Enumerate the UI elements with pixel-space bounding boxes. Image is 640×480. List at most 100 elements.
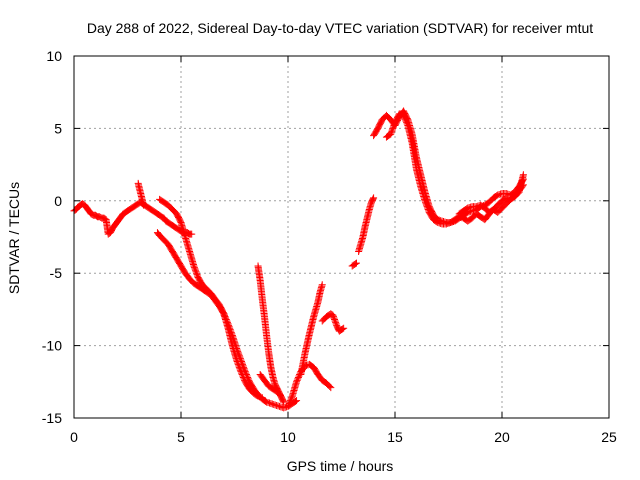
data-point — [242, 371, 250, 379]
x-tick-label: 10 — [280, 429, 296, 445]
data-point — [291, 397, 299, 405]
data-point — [223, 318, 231, 326]
data-point — [188, 230, 196, 238]
data-point — [237, 356, 245, 364]
data-point — [239, 362, 247, 370]
data-point — [190, 262, 198, 270]
grid-lines — [74, 56, 609, 418]
data-point — [400, 113, 408, 121]
data-point — [236, 355, 244, 363]
y-tick-label: 5 — [54, 120, 62, 136]
x-axis-label: GPS time / hours — [287, 458, 394, 474]
data-point — [400, 111, 408, 119]
series-segment-d — [153, 229, 301, 412]
data-point — [389, 124, 397, 132]
data-point — [422, 200, 430, 208]
data-point — [240, 365, 248, 373]
data-point — [332, 318, 340, 326]
y-tick-label: 0 — [54, 193, 62, 209]
data-point — [519, 171, 527, 179]
data-point — [288, 394, 296, 402]
tick-marks — [73, 55, 610, 419]
data-point — [389, 123, 397, 131]
data-point — [243, 372, 251, 380]
series-segment-i — [318, 310, 348, 335]
data-point — [244, 373, 252, 381]
data-point — [234, 347, 242, 355]
data-point — [235, 352, 243, 360]
y-axis-label: SDTVAR / TECUs — [6, 182, 22, 294]
x-tick-label: 20 — [494, 429, 510, 445]
data-point — [318, 281, 326, 289]
data-point — [352, 259, 360, 267]
data-point — [423, 201, 431, 209]
data-point — [293, 376, 301, 384]
data-point — [272, 387, 280, 395]
data-point — [140, 201, 148, 209]
data-point — [332, 320, 340, 328]
y-tick-label: -10 — [42, 338, 62, 354]
data-point — [223, 317, 231, 325]
data-point — [222, 314, 230, 322]
data-point — [227, 329, 235, 337]
data-point — [402, 117, 410, 125]
data-point — [423, 203, 431, 211]
data-point — [286, 398, 294, 406]
data-point — [191, 266, 199, 274]
data-point — [237, 358, 245, 366]
data-point — [424, 205, 432, 213]
data-point — [225, 323, 233, 331]
data-point — [273, 388, 281, 396]
data-point — [331, 317, 339, 325]
x-tick-label: 0 — [70, 429, 78, 445]
data-point — [390, 122, 398, 130]
data-point — [191, 265, 199, 273]
data-point — [387, 129, 395, 137]
data-point — [233, 344, 241, 352]
x-tick-label: 15 — [387, 429, 403, 445]
data-point — [241, 368, 249, 376]
plot-frame — [73, 55, 610, 419]
data-point — [285, 400, 293, 408]
data-point — [238, 359, 246, 367]
data-point — [403, 119, 411, 127]
data-point — [279, 397, 287, 405]
series-segment-n — [455, 171, 527, 218]
y-tick-labels: -15 -10 -5 0 5 10 — [42, 48, 62, 426]
data-point — [331, 316, 339, 324]
data-point — [424, 204, 432, 212]
chart-title: Day 288 of 2022, Sidereal Day-to-day VTE… — [87, 20, 593, 36]
data-point — [193, 271, 201, 279]
data-point — [233, 346, 241, 354]
series-segment-h — [297, 281, 326, 379]
data-point — [228, 330, 236, 338]
series-segment-k — [355, 194, 378, 255]
series-segment-j — [348, 259, 360, 270]
data-point — [227, 327, 235, 335]
data-point — [284, 402, 292, 410]
data-point — [224, 320, 232, 328]
y-tick-label: 10 — [46, 48, 62, 64]
data-point — [234, 349, 242, 357]
data-point — [421, 197, 429, 205]
data-point — [240, 363, 248, 371]
series-segment-a — [70, 198, 196, 238]
data-point — [387, 130, 395, 138]
data-point — [241, 366, 249, 374]
data-point — [244, 375, 252, 383]
data-point — [220, 310, 228, 318]
data-point — [190, 263, 198, 271]
x-tick-label: 5 — [177, 429, 185, 445]
series-segment-e — [254, 262, 288, 406]
data-point — [236, 353, 244, 361]
x-tick-labels: 0 5 10 15 20 25 — [70, 429, 617, 445]
data-point — [225, 321, 233, 329]
data-point — [193, 269, 201, 277]
data-point — [221, 313, 229, 321]
x-tick-label: 25 — [601, 429, 617, 445]
data-point — [326, 383, 334, 391]
data-point — [239, 360, 247, 368]
data-point — [226, 326, 234, 334]
data-point — [330, 314, 338, 322]
